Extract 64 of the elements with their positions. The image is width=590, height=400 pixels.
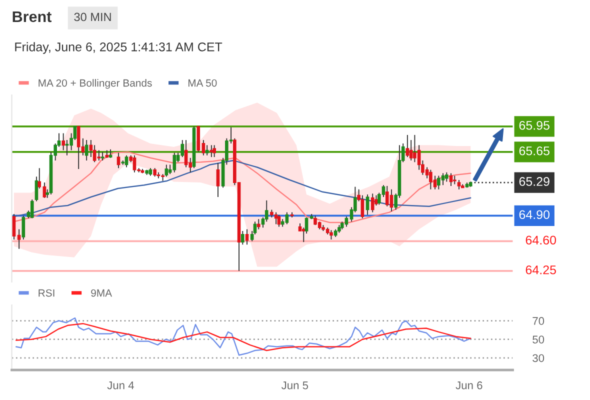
legend-label: MA 20 + Bollinger Bands (38, 79, 152, 89)
candlestick (302, 227, 306, 243)
candlestick (413, 134, 416, 163)
candlestick (277, 214, 281, 228)
candlestick (366, 194, 370, 216)
legend-label: MA 50 (188, 79, 217, 87)
candlestick (22, 215, 26, 240)
candlestick (457, 180, 461, 190)
candlestick (344, 216, 348, 228)
ref-line-label: 65.65 (519, 146, 550, 156)
line-series (16, 322, 472, 352)
candlestick (385, 185, 389, 207)
candlestick (330, 230, 333, 240)
candlestick (17, 228, 21, 250)
candlestick (390, 188, 394, 212)
candlestick (65, 140, 69, 156)
candlestick (449, 172, 453, 186)
candlestick (285, 212, 289, 225)
candlestick (196, 126, 200, 152)
ref-line-label: 64.60 (526, 236, 556, 245)
candlestick (245, 228, 249, 246)
ref-line-label: 65.95 (519, 120, 550, 130)
candlestick (437, 175, 440, 190)
candlestick (84, 140, 88, 161)
candlestick (76, 126, 80, 170)
candlestick (370, 193, 374, 213)
candlestick (374, 194, 378, 206)
candlestick (132, 154, 136, 173)
chart-subtitle: 30 MIN (74, 12, 111, 22)
candlestick (274, 212, 278, 225)
candlestick (184, 140, 188, 168)
ref-line-label: 64.25 (526, 265, 556, 274)
candlestick (212, 144, 216, 158)
y-tick-label: 30 (532, 354, 544, 362)
x-tick-label: Jun 4 (107, 382, 134, 390)
chart-title: Brent (12, 11, 52, 22)
y-tick-label: 70 (532, 317, 544, 325)
x-tick-label: Jun 5 (282, 382, 308, 390)
line-series (16, 317, 472, 356)
candlestick (164, 164, 168, 178)
candlestick (256, 218, 260, 230)
ref-line-label: 64.90 (519, 210, 550, 220)
legend-label: 9MA (91, 289, 112, 297)
candlestick (216, 162, 220, 198)
candlestick (444, 172, 448, 182)
candlestick (172, 152, 176, 173)
candlestick (116, 152, 120, 169)
x-tick-label: Jun 6 (456, 381, 482, 390)
legend-label: RSI (38, 289, 54, 297)
candlestick (202, 140, 206, 156)
candlestick (441, 172, 445, 186)
candlestick (433, 175, 437, 190)
candlestick (429, 169, 432, 190)
candlestick (89, 140, 93, 158)
text: Friday, June 6, 2025 1:41:31 AM CET (15, 42, 222, 54)
candlestick (97, 150, 101, 161)
candlestick (124, 154, 128, 168)
candlestick (38, 168, 42, 189)
candlestick (30, 199, 34, 219)
candlestick (241, 230, 244, 246)
candlestick (12, 214, 16, 240)
candlestick (406, 134, 410, 158)
ref-line-label: 65.29 (519, 177, 550, 186)
y-tick-label: 50 (532, 336, 544, 344)
